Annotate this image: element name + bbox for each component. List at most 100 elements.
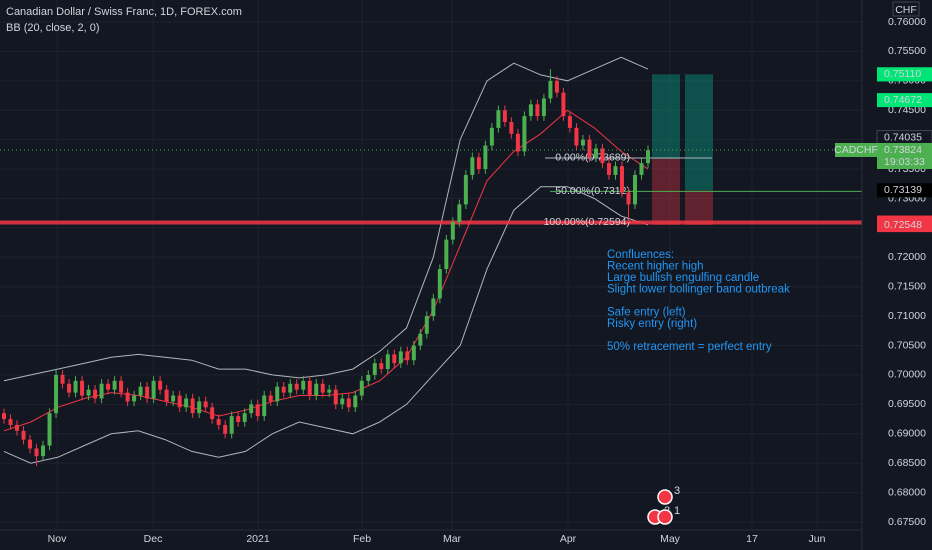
candle-body [437, 269, 442, 299]
candle-body [307, 380, 312, 396]
last-price-tag [877, 143, 932, 169]
candle-body [41, 445, 46, 457]
candle-body [132, 395, 137, 402]
candle-body [15, 424, 20, 431]
y-tick-label: 0.67500 [888, 516, 926, 528]
fib-label: 100.00%(0.72594) [544, 216, 630, 228]
candle-body [112, 380, 117, 390]
x-tick-label: Jun [809, 533, 826, 545]
y-tick-label: 0.69500 [888, 398, 926, 410]
candle-body [106, 383, 111, 390]
candle-body [574, 127, 579, 146]
candle-body [593, 148, 598, 158]
price-tag-label: 0.75110 [884, 68, 921, 80]
event-badge-count: 3 [674, 485, 680, 497]
x-tick-label: May [660, 533, 681, 545]
candle-body [632, 174, 637, 205]
candle-body [600, 148, 605, 164]
candle-body [470, 157, 475, 175]
candle-body [626, 192, 631, 205]
candle-body [184, 398, 189, 408]
y-tick-label: 0.70500 [888, 339, 926, 351]
indicator-label: BB (20, close, 2, 0) [6, 22, 100, 34]
bollinger-band [3, 56, 649, 382]
annotation-line: Large bullish engulfing candle [607, 272, 759, 284]
price-tag [877, 183, 932, 198]
annotation-line: 50% retracement = perfect entry [607, 341, 772, 353]
candle-body [47, 413, 52, 446]
candle-body [541, 98, 546, 117]
candle-body [366, 374, 371, 381]
candle-body [561, 92, 566, 117]
candle-body [483, 145, 488, 170]
annotation-line: Slight lower bollinger band outbreak [607, 284, 790, 296]
symbol-tag [835, 143, 877, 157]
y-tick-label: 0.70000 [888, 369, 926, 381]
x-tick-label: Nov [48, 533, 67, 545]
candle-body [476, 157, 481, 170]
y-tick-label: 0.68000 [888, 486, 926, 498]
bollinger-band [3, 186, 649, 464]
candle-body [463, 174, 468, 205]
x-tick-label: Feb [353, 533, 371, 545]
candle-body [515, 133, 520, 152]
candle-body [327, 389, 332, 393]
candle-body [28, 439, 33, 449]
candle-body [210, 407, 215, 420]
price-tag [877, 218, 932, 233]
position-target [685, 74, 713, 191]
candle-body [138, 386, 143, 396]
candle-body [2, 413, 6, 420]
x-tick-label: Apr [560, 533, 577, 545]
candle-body [145, 386, 150, 399]
candle-body [197, 401, 202, 414]
y-tick-label: 0.69000 [888, 428, 926, 440]
candle-body [288, 383, 293, 393]
annotation-line: Safe entry (left) [607, 307, 686, 319]
price-tag-label: 0.74035 [884, 131, 922, 143]
candle-body [281, 386, 286, 393]
chart-title: Canadian Dollar / Swiss Franc, 1D, FOREX… [6, 6, 242, 18]
candle-body [405, 351, 410, 361]
candle-body [646, 150, 650, 164]
candle-body [496, 110, 501, 128]
candle-body [158, 380, 163, 390]
bollinger-band [3, 109, 649, 432]
candle-body [424, 316, 429, 334]
candle-body [80, 380, 85, 396]
candle-body [294, 383, 299, 390]
fib-label: 0.00%(0.73689) [555, 152, 630, 164]
event-badge-count: 1 [674, 505, 680, 517]
price-tag-label: 0.72548 [884, 219, 922, 231]
y-tick-label: 0.71500 [888, 280, 926, 292]
candle-body [450, 222, 455, 240]
candle-body [314, 383, 319, 396]
candle-body [379, 363, 384, 370]
candle-body [93, 389, 98, 399]
candle-body [392, 354, 397, 364]
candle-body [223, 424, 228, 434]
fib-label: 50.00%(0.7312) [555, 185, 630, 197]
candle-body [606, 163, 611, 175]
y-tick-label: 0.71000 [888, 310, 926, 322]
position-stop [685, 190, 713, 226]
event-badge [657, 509, 673, 525]
position-stop [652, 158, 680, 226]
candle-body [8, 419, 13, 425]
symbol-label: CADCHF [834, 144, 878, 156]
candle-body [639, 163, 644, 175]
candle-body [502, 110, 507, 122]
candle-body [275, 386, 280, 402]
candle-body [619, 166, 624, 193]
annotation-line: Recent higher high [607, 261, 704, 273]
price-tag [877, 93, 932, 108]
candle-body [567, 116, 572, 128]
candle-body [242, 413, 247, 422]
y-tick-label: 0.72000 [888, 251, 926, 263]
candle-body [301, 380, 306, 390]
candle-body [216, 419, 221, 425]
price-tag-label: 0.74672 [884, 94, 922, 106]
candle-body [73, 380, 78, 393]
